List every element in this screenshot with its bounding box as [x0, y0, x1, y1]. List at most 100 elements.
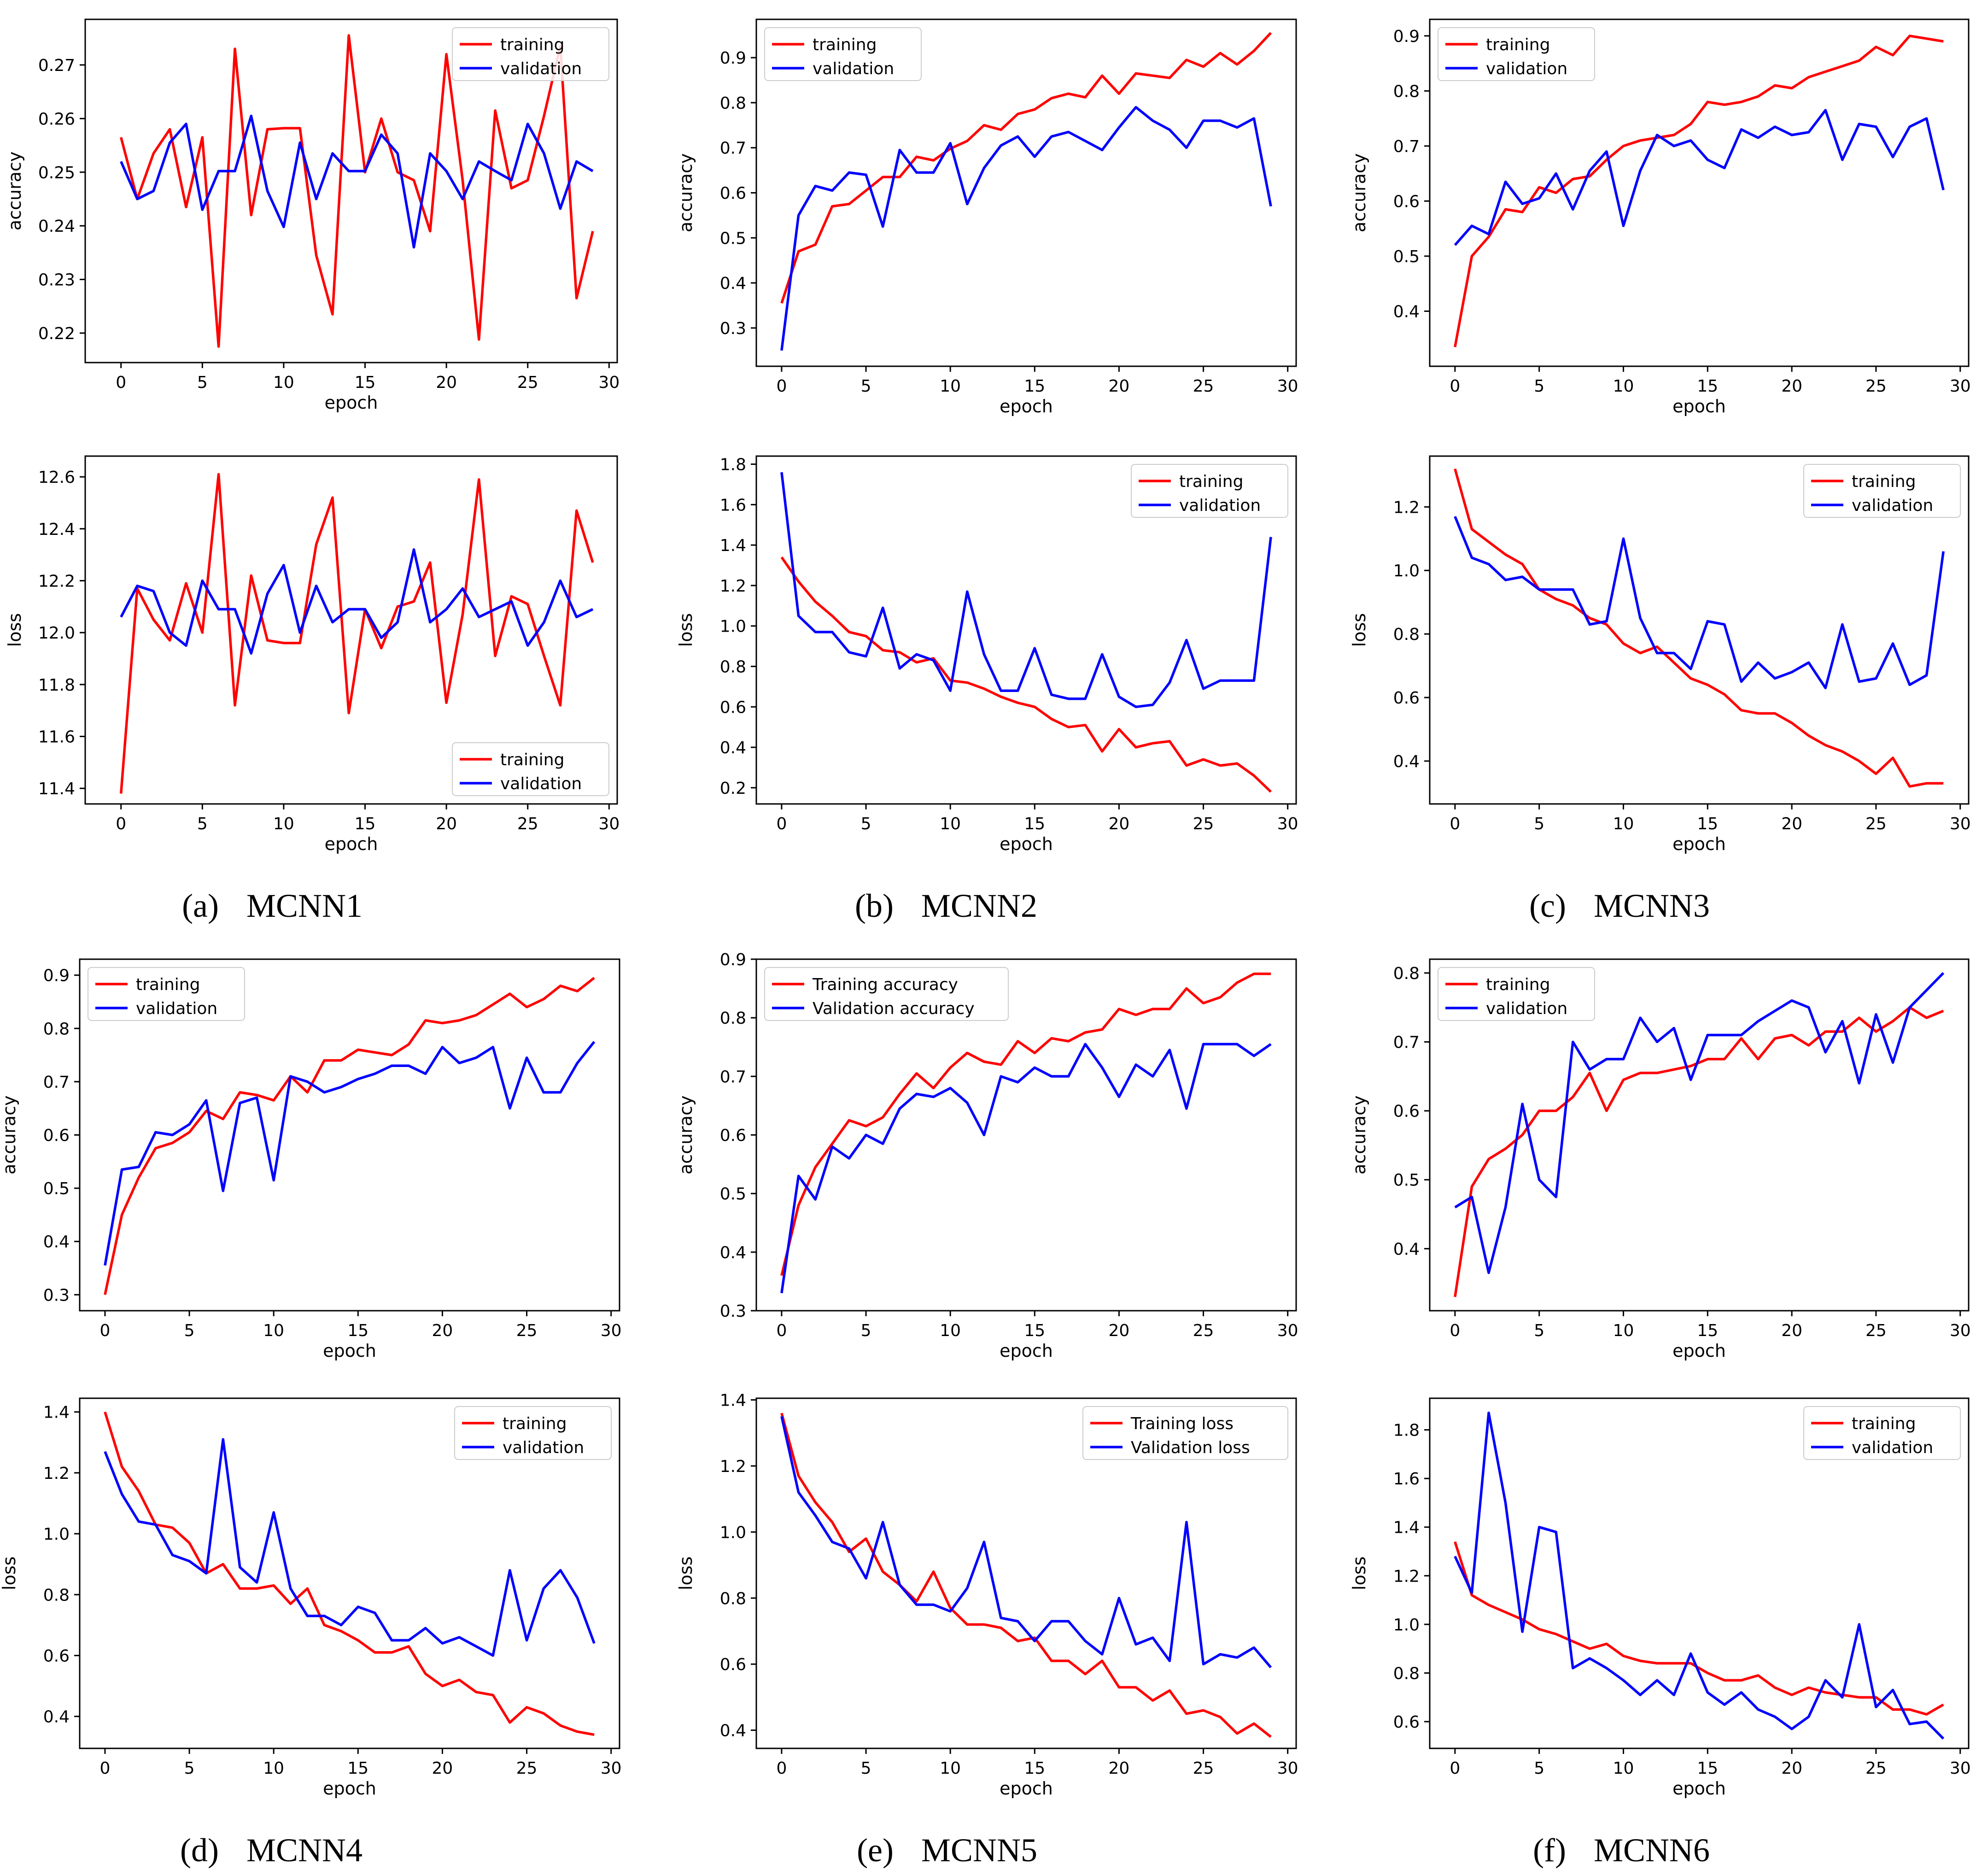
legend-label: training — [136, 975, 200, 994]
x-tick-label: 30 — [1950, 377, 1971, 396]
y-tick-label: 0.6 — [43, 1126, 70, 1145]
x-tick-label: 15 — [1024, 377, 1045, 396]
series-line-training — [780, 32, 1272, 304]
caption-name: MCNN6 — [1594, 1832, 1710, 1869]
legend-label: training — [1852, 472, 1916, 491]
x-tick-label: 0 — [99, 1759, 110, 1778]
y-tick-label: 0.6 — [1393, 689, 1420, 708]
x-tick-label: 10 — [1613, 377, 1634, 396]
x-tick-label: 10 — [263, 1321, 284, 1340]
caption-tag: (c) — [1529, 887, 1566, 924]
x-tick-label: 0 — [1450, 815, 1460, 833]
x-tick-label: 25 — [1193, 815, 1214, 833]
y-tick-label: 1.8 — [720, 456, 746, 475]
x-axis-label: epoch — [323, 1778, 376, 1799]
x-tick-label: 15 — [1697, 1321, 1718, 1340]
legend-label: validation — [1486, 999, 1567, 1018]
x-tick-label: 25 — [516, 1321, 538, 1340]
x-tick-label: 0 — [776, 815, 787, 833]
series-line-validation — [104, 1438, 596, 1657]
x-tick-label: 20 — [1109, 1321, 1130, 1340]
x-tick-label: 20 — [432, 1759, 453, 1778]
caption-name: MCNN5 — [921, 1832, 1037, 1869]
legend-label: validation — [500, 59, 582, 78]
x-axis-label: epoch — [1672, 834, 1726, 854]
y-tick-label: 0.4 — [720, 739, 746, 757]
legend: training validation — [452, 742, 609, 796]
series-line-validation — [120, 114, 594, 249]
y-tick-label: 0.7 — [1393, 1033, 1420, 1052]
series-line-validation — [780, 1043, 1272, 1294]
y-tick-label: 0.6 — [720, 184, 746, 203]
y-tick-label: 1.0 — [720, 1523, 746, 1542]
y-tick-label: 0.3 — [720, 319, 746, 338]
y-tick-label: 0.5 — [1393, 247, 1420, 266]
y-tick-label: 11.6 — [38, 728, 75, 747]
x-tick-label: 5 — [861, 815, 871, 833]
y-tick-label: 12.4 — [38, 520, 75, 539]
y-tick-label: 0.8 — [43, 1020, 70, 1038]
legend-label: validation — [813, 59, 894, 78]
y-axis-label: accuracy — [1349, 1096, 1369, 1174]
x-tick-label: 30 — [1277, 1759, 1298, 1778]
x-axis-label: epoch — [1000, 1341, 1053, 1361]
y-axis-label: loss — [1349, 1556, 1369, 1590]
legend-label: training — [503, 1414, 567, 1433]
y-axis-label: loss — [676, 613, 696, 647]
x-axis-label: epoch — [325, 834, 378, 854]
y-tick-label: 1.0 — [1393, 1616, 1420, 1635]
caption-name: MCNN4 — [246, 1832, 362, 1869]
x-tick-label: 15 — [1024, 815, 1045, 833]
y-tick-label: 1.4 — [720, 1391, 746, 1410]
y-tick-label: 0.7 — [720, 1067, 746, 1086]
series-line-training — [104, 1411, 595, 1736]
y-tick-label: 1.2 — [720, 1457, 746, 1476]
legend: training validation — [1131, 464, 1288, 518]
y-tick-label: 0.8 — [1393, 1664, 1420, 1683]
legend-label: training — [500, 35, 564, 54]
y-tick-label: 0.5 — [720, 229, 746, 248]
y-tick-label: 0.7 — [720, 139, 746, 158]
y-tick-label: 0.9 — [720, 950, 746, 969]
x-tick-label: 15 — [1024, 1321, 1045, 1340]
x-tick-label: 5 — [1534, 815, 1544, 833]
y-tick-label: 1.2 — [720, 577, 746, 596]
caption-tag: (b) — [855, 887, 894, 924]
chart-panel-12: 0 5 10 15 20 25 30 0.6 0.8 1.0 1.2 1.4 1.6 1.8 epoch lo… — [1349, 1397, 1971, 1799]
x-tick-label: 25 — [1865, 1759, 1887, 1778]
x-tick-label: 0 — [1450, 1759, 1460, 1778]
x-axis-label: epoch — [1672, 1778, 1726, 1799]
legend-label: Training accuracy — [812, 975, 958, 994]
legend: training validation — [1438, 967, 1595, 1021]
y-tick-label: 1.2 — [1393, 1567, 1420, 1586]
series-line-validation — [780, 106, 1272, 351]
legend: training validation — [452, 27, 609, 81]
x-tick-label: 10 — [940, 1759, 961, 1778]
legend-label: validation — [1852, 1438, 1933, 1457]
x-axis-label: epoch — [1672, 396, 1726, 416]
y-tick-label: 0.2 — [720, 779, 746, 798]
legend-label: training — [500, 750, 564, 769]
y-tick-label: 0.24 — [38, 217, 75, 236]
y-tick-label: 0.4 — [720, 1243, 746, 1262]
x-tick-label: 15 — [1697, 1759, 1718, 1778]
y-tick-label: 1.4 — [43, 1403, 70, 1422]
chart-panel-4: 0 5 10 15 20 25 30 11.4 11.6 11.8 12.0 12.2 12.4 12.6… — [5, 455, 620, 854]
y-tick-label: 1.8 — [1393, 1421, 1420, 1440]
x-tick-label: 15 — [1697, 377, 1718, 396]
legend-label: validation — [136, 999, 217, 1018]
x-tick-label: 5 — [184, 1321, 195, 1340]
x-tick-label: 20 — [1781, 377, 1802, 396]
y-tick-label: 0.5 — [43, 1179, 70, 1198]
y-axis-label: loss — [5, 613, 25, 647]
x-axis-label: epoch — [1672, 1341, 1726, 1361]
legend-label: validation — [503, 1438, 584, 1457]
x-tick-label: 30 — [598, 815, 620, 833]
y-tick-label: 0.6 — [43, 1647, 70, 1665]
x-tick-label: 5 — [861, 1759, 871, 1778]
x-tick-label: 20 — [432, 1321, 453, 1340]
series-line-validation — [1454, 109, 1945, 246]
y-tick-label: 1.0 — [1393, 562, 1420, 580]
legend-label: Training loss — [1130, 1414, 1234, 1433]
series-line-training — [104, 977, 595, 1295]
